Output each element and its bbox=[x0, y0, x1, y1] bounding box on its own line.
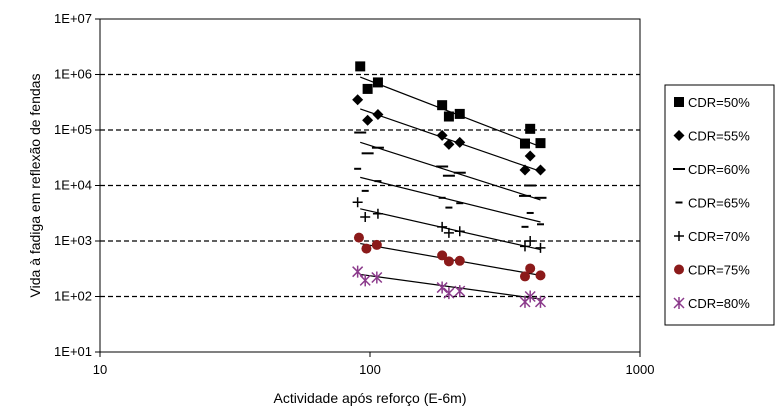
legend-item: CDR=50% bbox=[674, 95, 750, 110]
data-point bbox=[360, 212, 371, 223]
series-cdr-75 bbox=[353, 232, 546, 282]
data-point bbox=[443, 287, 455, 300]
data-point bbox=[519, 241, 530, 252]
data-point bbox=[535, 242, 546, 253]
trend-line-cdr-60 bbox=[360, 141, 541, 201]
data-point bbox=[443, 227, 454, 238]
legend-item: CDR=60% bbox=[673, 162, 750, 177]
gridlines bbox=[100, 73, 640, 298]
legend-label: CDR=60% bbox=[688, 162, 750, 177]
y-tick-label: 1E+03 bbox=[54, 233, 92, 248]
data-point bbox=[525, 123, 536, 134]
trend-line-cdr-55 bbox=[360, 108, 541, 172]
x-tick-label: 100 bbox=[359, 362, 381, 377]
data-point bbox=[353, 232, 364, 243]
y-tick-label: 1E+04 bbox=[54, 178, 92, 193]
data-point bbox=[519, 164, 531, 176]
legend-label: CDR=75% bbox=[688, 263, 750, 278]
data-point bbox=[534, 164, 546, 176]
data-point bbox=[372, 208, 383, 219]
data-point bbox=[362, 83, 373, 94]
legend-item: CDR=70% bbox=[674, 229, 750, 244]
data-point bbox=[443, 138, 455, 150]
data-point bbox=[352, 197, 363, 208]
legend-label: CDR=65% bbox=[688, 196, 750, 211]
data-point bbox=[372, 77, 383, 88]
x-tick-label: 10 bbox=[93, 362, 107, 377]
data-point bbox=[519, 271, 530, 282]
legend-marker bbox=[673, 297, 685, 309]
legend-item: CDR=80% bbox=[673, 296, 750, 311]
legend-item: CDR=55% bbox=[673, 129, 750, 144]
legend-marker bbox=[673, 130, 685, 141]
legend-item: CDR=65% bbox=[675, 196, 750, 211]
data-point bbox=[437, 221, 448, 232]
data-point bbox=[454, 108, 465, 119]
trend-line-cdr-70 bbox=[360, 208, 541, 251]
series-cdr-65 bbox=[354, 167, 544, 228]
trend-line-cdr-65 bbox=[360, 176, 541, 223]
data-point bbox=[524, 290, 536, 303]
data-point bbox=[525, 263, 536, 274]
y-tick-label: 1E+05 bbox=[54, 122, 92, 137]
data-point bbox=[534, 295, 547, 308]
legend-label: CDR=50% bbox=[688, 95, 750, 110]
data-points bbox=[352, 61, 547, 308]
data-point bbox=[519, 138, 530, 149]
x-axis-label: Actividade após reforço (E-6m) bbox=[274, 390, 467, 406]
data-point bbox=[524, 150, 536, 162]
data-point bbox=[454, 136, 466, 148]
legend-box bbox=[664, 84, 775, 326]
data-point bbox=[359, 274, 371, 287]
data-point bbox=[352, 265, 364, 278]
y-tick-label: 1E+02 bbox=[54, 289, 92, 304]
data-point bbox=[361, 243, 372, 254]
trend-line-cdr-80 bbox=[360, 273, 541, 300]
data-point bbox=[454, 285, 466, 298]
data-point bbox=[352, 94, 364, 106]
data-point bbox=[436, 129, 448, 141]
data-point bbox=[355, 61, 366, 72]
data-point bbox=[454, 226, 465, 237]
data-point bbox=[443, 256, 454, 267]
legend-marker bbox=[674, 264, 684, 275]
data-point bbox=[454, 255, 465, 266]
series-cdr-55 bbox=[352, 94, 546, 176]
data-point bbox=[371, 271, 383, 284]
legend-label: CDR=80% bbox=[688, 296, 750, 311]
x-tick-label: 1000 bbox=[626, 362, 655, 377]
data-point bbox=[362, 114, 374, 126]
legend-marker bbox=[674, 97, 684, 107]
series-cdr-50 bbox=[355, 61, 546, 149]
legend-label: CDR=55% bbox=[688, 129, 750, 144]
data-point bbox=[525, 236, 536, 246]
y-tick-label: 1E+07 bbox=[54, 11, 92, 26]
data-point bbox=[371, 239, 382, 250]
series-cdr-70 bbox=[352, 197, 546, 253]
legend-marker bbox=[674, 231, 684, 241]
series-cdr-60 bbox=[354, 131, 547, 199]
data-point bbox=[535, 138, 546, 149]
y-axis-label: Vida à fadiga em reflexão de fendas bbox=[27, 74, 43, 298]
data-point bbox=[372, 109, 384, 121]
y-tick-label: 1E+01 bbox=[54, 344, 92, 359]
legend-label: CDR=70% bbox=[688, 229, 750, 244]
data-point bbox=[436, 281, 448, 294]
series-cdr-80 bbox=[352, 265, 547, 308]
y-tick-label: 1E+06 bbox=[54, 67, 92, 82]
data-point bbox=[443, 111, 454, 122]
data-point bbox=[437, 250, 448, 261]
x-axis: 10 100 1000 bbox=[93, 352, 655, 377]
y-axis: 1E+01 1E+02 1E+03 1E+04 1E+05 1E+06 1E+07 bbox=[54, 11, 100, 359]
data-point bbox=[437, 100, 448, 111]
legend: CDR=50% CDR=55% CDR=60% CDR=65% CDR=70% CDR=7… bbox=[664, 84, 775, 326]
legend-item: CDR=75% bbox=[674, 263, 750, 278]
data-point bbox=[535, 270, 546, 281]
